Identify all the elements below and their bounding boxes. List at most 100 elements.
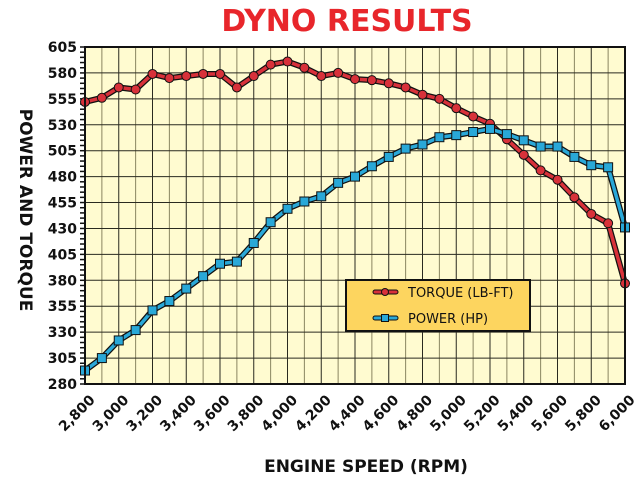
torque-point: [400, 82, 411, 93]
torque-point: [569, 192, 580, 203]
y-tick-label: 330: [48, 325, 77, 341]
torque-point: [366, 75, 377, 86]
power-point: [485, 123, 495, 134]
power-point: [299, 196, 310, 207]
x-tick-label: 3,400: [157, 392, 200, 435]
torque-point: [417, 89, 428, 100]
torque-point: [383, 78, 394, 89]
x-tick-label: 5,000: [427, 392, 470, 435]
power-point: [316, 191, 327, 202]
torque-point: [586, 208, 597, 219]
power-point: [215, 258, 225, 269]
power-point: [164, 296, 175, 307]
y-tick-label: 580: [48, 66, 77, 82]
power-point: [468, 127, 479, 138]
torque-point: [113, 82, 124, 93]
y-tick-label: 555: [48, 92, 77, 108]
y-axis: 280 305 330 355 380 405 430 455 480 505 530 555 580 6…: [48, 40, 85, 393]
x-tick-label: 5,800: [562, 392, 605, 435]
torque-point: [198, 68, 209, 79]
y-axis-title: POWER AND TORQUE: [15, 109, 35, 312]
power-point: [350, 171, 360, 182]
x-tick-label: 6,000: [596, 392, 639, 435]
torque-point: [215, 68, 225, 79]
series-layer: [80, 56, 630, 376]
power-point: [383, 151, 394, 162]
power-point: [400, 143, 411, 154]
x-tick-label: 4,000: [258, 392, 301, 435]
power-point: [569, 151, 580, 162]
legend-item-power: POWER (HP): [372, 312, 488, 327]
torque-point: [350, 74, 360, 85]
y-tick-label: 480: [48, 170, 77, 186]
torque-point: [316, 71, 327, 82]
legend-label-torque: TORQUE (LB-FT): [407, 286, 514, 301]
y-tick-label: 605: [48, 40, 77, 56]
x-tick-label: 3,000: [90, 392, 133, 435]
torque-point: [333, 67, 344, 78]
torque-point: [130, 84, 141, 95]
plot-frame: [84, 46, 626, 385]
legend-label-power: POWER (HP): [408, 312, 488, 327]
y-tick-label: 380: [48, 273, 77, 289]
power-point: [282, 203, 293, 214]
power-point: [147, 305, 158, 316]
torque-point: [181, 71, 192, 82]
power-point: [96, 353, 107, 364]
torque-point: [265, 59, 276, 70]
power-point: [451, 130, 462, 141]
torque-point: [299, 62, 310, 73]
y-tick-label: 530: [48, 118, 77, 134]
torque-point: [164, 73, 175, 84]
power-point: [501, 129, 512, 140]
torque-point: [248, 71, 259, 82]
torque-point: [282, 56, 293, 67]
power-point: [231, 256, 242, 267]
y-tick-label: 430: [48, 221, 77, 237]
x-axis: 2,8003,0003,2003,4003,6003,8004,0004,200…: [56, 392, 639, 435]
torque-point: [96, 92, 107, 103]
x-tick-label: 4,200: [292, 392, 335, 435]
legend: TORQUE (LB-FT) POWER (HP): [345, 279, 531, 332]
x-tick-label: 2,800: [56, 392, 99, 435]
power-point: [434, 132, 445, 143]
y-tick-label: 280: [48, 377, 77, 393]
x-tick-label: 4,600: [360, 392, 403, 435]
power-point: [603, 162, 614, 173]
power-point: [113, 335, 124, 346]
x-tick-label: 5,400: [495, 392, 538, 435]
torque-point: [451, 103, 462, 114]
legend-item-torque: TORQUE (LB-FT): [372, 286, 514, 301]
power-point: [198, 271, 209, 282]
y-tick-label: 305: [48, 351, 77, 367]
y-tick-label: 355: [48, 299, 77, 315]
power-point: [417, 139, 428, 150]
torque-point: [231, 82, 242, 93]
x-tick-label: 3,600: [191, 392, 234, 435]
torque-point: [535, 165, 546, 176]
torque-point: [603, 218, 614, 229]
power-point: [552, 141, 563, 152]
torque-point: [468, 111, 479, 122]
x-tick-label: 4,400: [326, 392, 369, 435]
y-tick-label: 505: [48, 144, 77, 160]
power-marker-icon: [381, 314, 389, 322]
torque-point: [552, 174, 563, 185]
y-tick-label: 405: [48, 247, 77, 263]
x-tick-label: 3,800: [225, 392, 268, 435]
torque-point: [434, 93, 445, 104]
x-tick-label: 3,200: [123, 392, 166, 435]
power-point: [248, 237, 259, 248]
power-point: [535, 141, 546, 152]
legend-box: [345, 279, 531, 332]
torque-point: [518, 149, 529, 160]
power-point: [366, 161, 377, 172]
power-point: [130, 325, 141, 336]
x-tick-label: 4,800: [393, 392, 436, 435]
x-axis-title: ENGINE SPEED (RPM): [264, 457, 468, 477]
power-point: [586, 160, 597, 171]
torque-point: [147, 68, 158, 79]
chart-title: DYNO RESULTS: [221, 4, 472, 39]
power-point: [333, 177, 344, 188]
